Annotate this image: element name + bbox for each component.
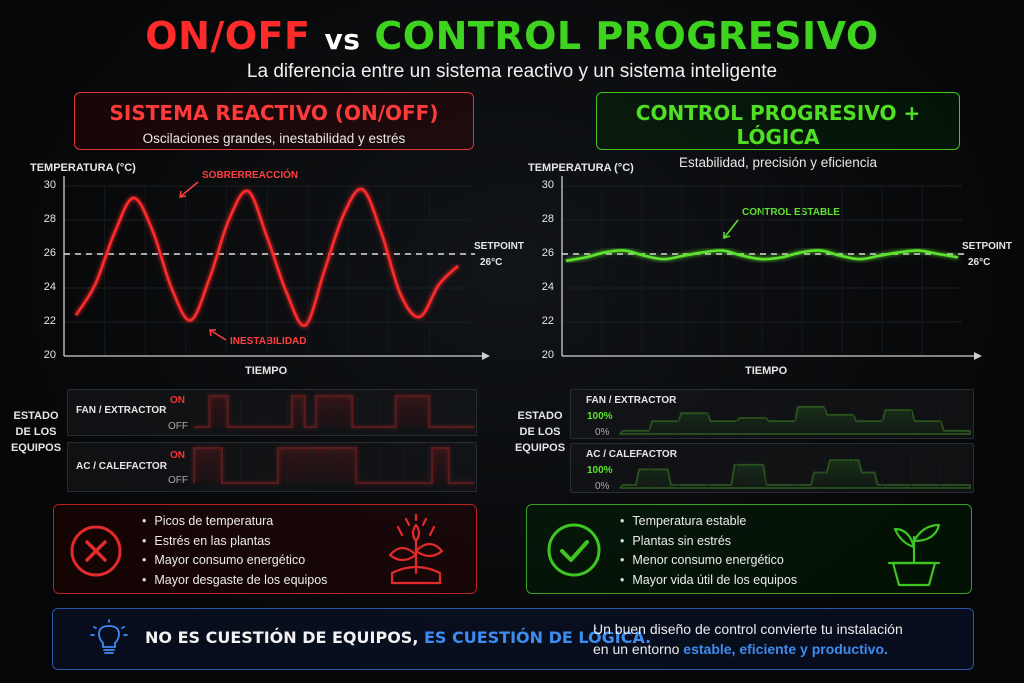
- right-arrow-stable: [723, 219, 739, 239]
- y-tick-label: 20: [541, 349, 554, 361]
- left-header-sub: Oscilaciones grandes, inestabilidad y es…: [142, 131, 406, 146]
- right-ac-row: [570, 443, 974, 493]
- left-header-card: SISTEMA REACTIVO (ON/OFF) Oscilaciones g…: [74, 92, 474, 150]
- right-y-axis-label: TEMPERATURA (°C): [528, 162, 634, 174]
- y-tick-label: 22: [541, 315, 554, 327]
- healthy-plant-icon: [887, 523, 941, 587]
- left-equipment-title-line1: ESTADO: [13, 410, 59, 422]
- y-tick-label: 26: [541, 247, 554, 259]
- left-arrow-overreaction: [179, 181, 199, 198]
- left-setpoint-label: SETPOINT: [474, 241, 525, 252]
- right-ac-label: AC / CALEFACTOR: [586, 449, 677, 460]
- right-arrow-stable-head: [723, 232, 731, 240]
- left-arrow-instability: [209, 329, 227, 341]
- left-equipment-title-line2: DE LOS: [15, 426, 57, 438]
- right-equipment-title: ESTADO DE LOS EQUIPOS: [510, 408, 570, 456]
- left-arrow-overreaction-head: [179, 190, 187, 198]
- y-tick-label: 28: [43, 213, 56, 225]
- y-tick-label: 30: [541, 179, 554, 191]
- page-title: ON/OFF vs CONTROL PROGRESIVO: [0, 14, 1024, 58]
- right-bullet-list: Temperatura estable Plantas sin estrés M…: [620, 512, 797, 590]
- right-header-sub: Estabilidad, precisión y eficiencia: [678, 155, 878, 170]
- x-axis-arrow: [974, 352, 982, 360]
- right-equipment-title-line2: DE LOS: [519, 426, 561, 438]
- left-y-axis-label: TEMPERATURA (°C): [30, 162, 136, 174]
- right-temperature-chart: [561, 176, 982, 360]
- left-temperature-chart: [63, 176, 490, 360]
- list-item: Plantas sin estrés: [620, 532, 797, 552]
- stressed-plant-icon: [388, 513, 444, 585]
- left-summary-card: Picos de temperatura Estrés en las plant…: [53, 504, 477, 594]
- left-fan-on: ON: [170, 395, 185, 406]
- left-bullet-list: Picos de temperatura Estrés en las plant…: [142, 512, 327, 590]
- footer-description: Un buen diseño de control convierte tu i…: [593, 619, 903, 659]
- footer-desc-line2: en un entorno estable, eficiente y produ…: [593, 639, 903, 659]
- right-fan-row: [570, 389, 974, 439]
- right-fan-label: FAN / EXTRACTOR: [586, 395, 677, 406]
- y-tick-label: 22: [43, 315, 56, 327]
- list-item: Picos de temperatura: [142, 512, 327, 532]
- left-fan-off: OFF: [168, 421, 188, 432]
- right-ac-min: 0%: [595, 481, 610, 492]
- right-equipment-title-line1: ESTADO: [517, 410, 563, 422]
- y-tick-label: 24: [43, 281, 56, 293]
- left-header-title: SISTEMA REACTIVO (ON/OFF): [109, 101, 439, 125]
- footer-main-plain: NO ES CUESTIÓN DE EQUIPOS,: [145, 628, 419, 647]
- temperature-series-line: [74, 187, 459, 327]
- footer-desc-line2-highlight: estable, eficiente y productivo.: [683, 641, 888, 657]
- list-item: Mayor vida útil de los equipos: [620, 571, 797, 591]
- page-subtitle: La diferencia entre un sistema reactivo …: [246, 61, 778, 82]
- right-equipment-title-line3: EQUIPOS: [514, 442, 566, 454]
- footer-main-text: NO ES CUESTIÓN DE EQUIPOS, ES CUESTIÓN D…: [145, 628, 651, 647]
- left-equipment-title: ESTADO DE LOS EQUIPOS: [6, 408, 66, 456]
- right-fan-max: 100%: [587, 411, 613, 422]
- left-annotation-overreaction: SOBRERREACCIÓN: [202, 170, 299, 181]
- y-tick-label: 26: [43, 247, 56, 259]
- left-equipment-title-line3: EQUIPOS: [10, 442, 62, 454]
- right-x-axis-label: TIEMPO: [745, 365, 788, 377]
- footer-desc-line1: Un buen diseño de control convierte tu i…: [593, 621, 903, 637]
- right-setpoint-value: 26°C: [968, 257, 991, 268]
- left-ac-row: [67, 442, 477, 492]
- list-item: Temperatura estable: [620, 512, 797, 532]
- left-fan-label: FAN / EXTRACTOR: [76, 405, 167, 416]
- check-circle-icon: [547, 523, 601, 577]
- list-item: Mayor consumo energético: [142, 551, 327, 571]
- left-setpoint-value: 26°C: [480, 257, 503, 268]
- left-fan-row: [67, 389, 477, 436]
- title-vs: vs: [324, 23, 361, 56]
- y-tick-label: 30: [43, 179, 56, 191]
- y-tick-label: 20: [43, 349, 56, 361]
- x-axis-arrow: [482, 352, 490, 360]
- left-arrow-instability-head: [209, 329, 216, 337]
- list-item: Mayor desgaste de los equipos: [142, 571, 327, 591]
- left-ac-label: AC / CALEFACTOR: [76, 461, 167, 472]
- x-circle-icon: [70, 525, 122, 577]
- lightbulb-icon: [90, 619, 128, 654]
- right-header-card: CONTROL PROGRESIVO + LÓGICA Estabilidad,…: [596, 92, 960, 170]
- right-setpoint-label: SETPOINT: [962, 241, 1013, 252]
- right-ac-max: 100%: [587, 465, 613, 476]
- right-fan-min: 0%: [595, 427, 610, 438]
- right-summary-card: Temperatura estable Plantas sin estrés M…: [526, 504, 972, 594]
- title-onoff: ON/OFF: [145, 14, 311, 58]
- left-x-axis-label: TIEMPO: [245, 365, 288, 377]
- footer-main-highlight: ES CUESTIÓN DE LÓGICA.: [423, 628, 652, 647]
- right-annotation-stable: CONTROL ESTABLE: [742, 207, 840, 218]
- title-progresivo: CONTROL PROGRESIVO: [374, 14, 879, 58]
- list-item: Estrés en las plantas: [142, 532, 327, 552]
- footer-banner: NO ES CUESTIÓN DE EQUIPOS, ES CUESTIÓN D…: [52, 608, 974, 670]
- y-tick-label: 24: [541, 281, 554, 293]
- y-tick-label: 28: [541, 213, 554, 225]
- left-ac-on: ON: [170, 450, 185, 461]
- left-annotation-instability: INESTABILIDAD: [230, 336, 307, 347]
- right-header-title: CONTROL PROGRESIVO + LÓGICA: [635, 101, 921, 149]
- left-ac-off: OFF: [168, 475, 188, 486]
- footer-desc-line2-plain: en un entorno: [593, 641, 680, 657]
- list-item: Menor consumo energético: [620, 551, 797, 571]
